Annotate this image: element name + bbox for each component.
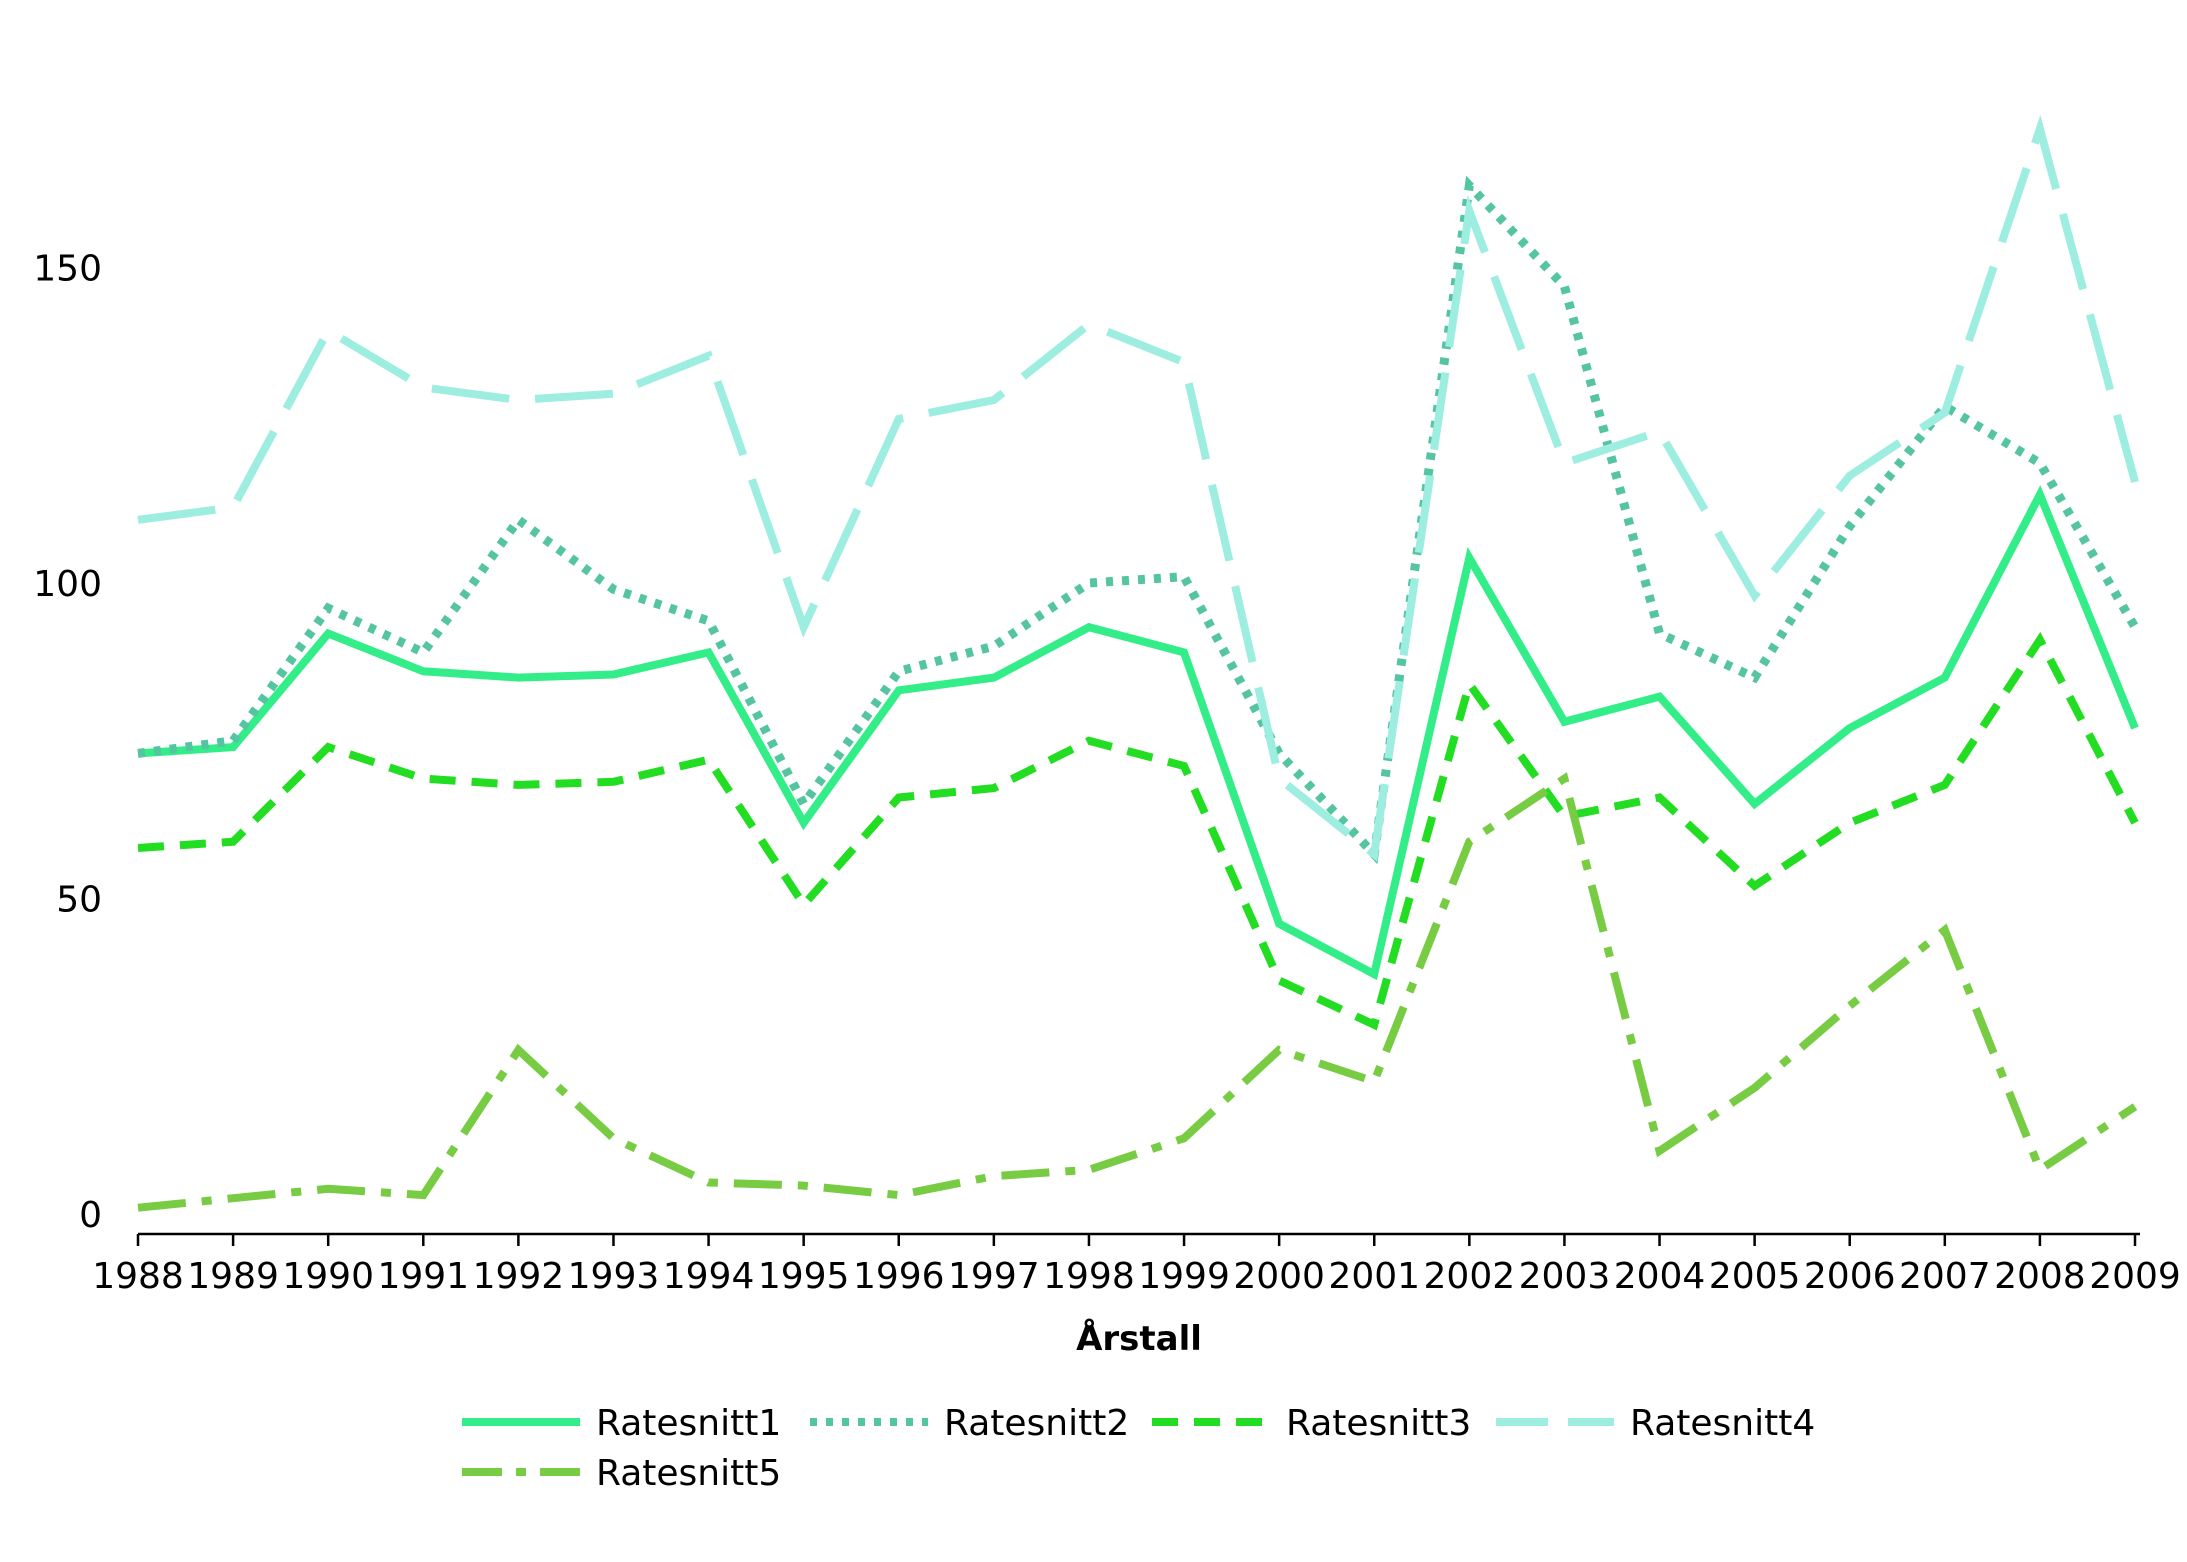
x-tick-label: 2007 (1899, 1256, 1991, 1297)
x-tick-label: 1991 (377, 1256, 469, 1297)
series-line-5 (137, 772, 2138, 1212)
series-line-1 (137, 485, 2139, 981)
series-line-3 (137, 631, 2139, 1031)
legend-label-2: Ratesnitt2 (944, 1403, 1129, 1444)
x-tick-label: 1989 (187, 1256, 279, 1297)
x-tick-label: 2009 (2089, 1256, 2181, 1297)
x-tick-label: 1990 (282, 1256, 374, 1297)
x-tick-label: 1996 (853, 1256, 945, 1297)
legend-label-3: Ratesnitt3 (1286, 1403, 1471, 1444)
x-tick-label: 1994 (663, 1256, 755, 1297)
y-axis: 0 50 100 150 (33, 249, 102, 1237)
x-tick-label: 1988 (92, 1256, 184, 1297)
x-tick-label: 2001 (1328, 1256, 1420, 1297)
legend-label-4: Ratesnitt4 (1630, 1403, 1815, 1444)
x-tick-label: 1995 (758, 1256, 850, 1297)
x-tick-label: 1997 (948, 1256, 1040, 1297)
x-tick-label: 2006 (1804, 1256, 1896, 1297)
x-tick-label: 2008 (1994, 1256, 2086, 1297)
y-tick-label: 50 (56, 880, 102, 921)
series-line-4 (137, 114, 2139, 862)
legend-label-5: Ratesnitt5 (596, 1453, 781, 1494)
x-tick-label: 1999 (1138, 1256, 1230, 1297)
x-tick-label: 2000 (1233, 1256, 1325, 1297)
x-tick-label: 1993 (568, 1256, 660, 1297)
x-axis-title: Årstall (1076, 1318, 1202, 1359)
y-tick-label: 100 (33, 564, 102, 605)
x-tick-label: 2002 (1424, 1256, 1516, 1297)
x-tick-label: 2005 (1709, 1256, 1801, 1297)
x-tick-label: 2004 (1614, 1256, 1706, 1297)
y-tick-label: 150 (33, 249, 102, 290)
x-axis: 1988 1989 1990 1991 1992 1993 1994 1995 1996 1997… (92, 1232, 2181, 1297)
legend-label-1: Ratesnitt1 (596, 1403, 781, 1444)
legend: Ratesnitt1 Ratesnitt2 Ratesnitt3 Ratesnitt4… (462, 1403, 1815, 1494)
x-tick-label: 2003 (1519, 1256, 1611, 1297)
x-tick-label: 1998 (1043, 1256, 1135, 1297)
series-layer (137, 114, 2139, 1212)
y-tick-label: 0 (79, 1195, 102, 1236)
x-tick-label: 1992 (473, 1256, 565, 1297)
